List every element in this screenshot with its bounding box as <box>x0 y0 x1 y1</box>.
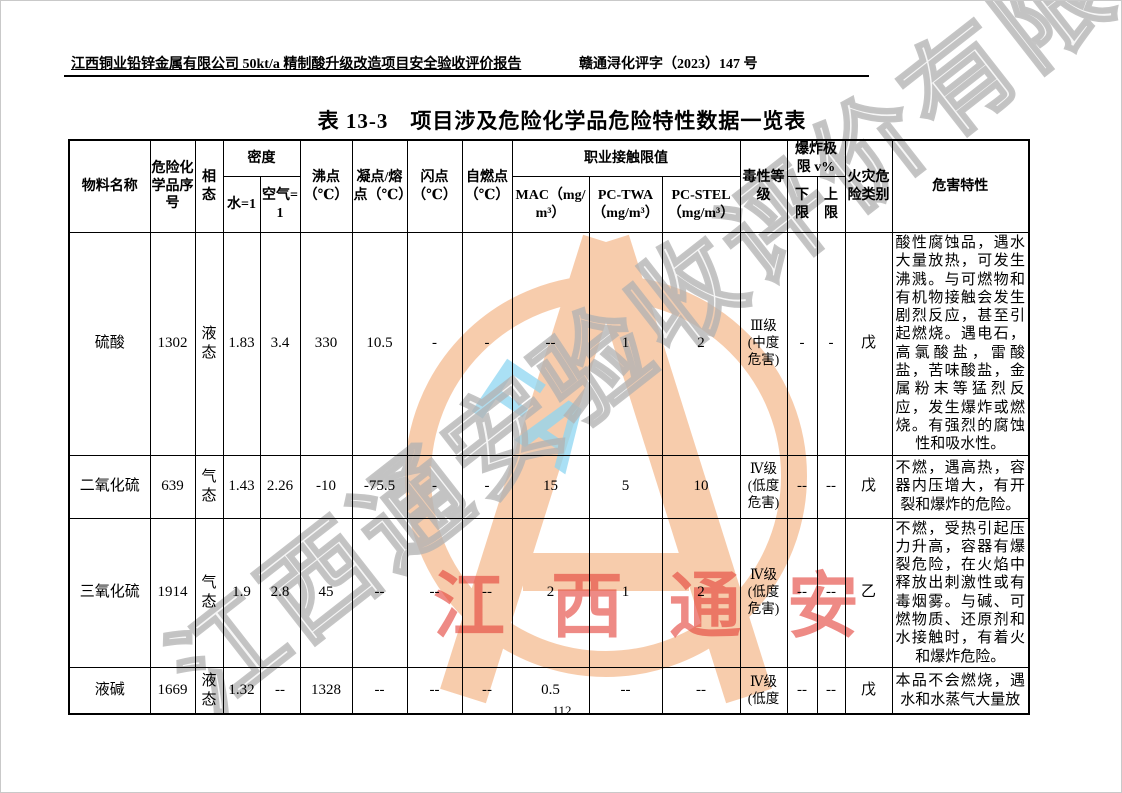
table-cell: 气态 <box>194 454 224 519</box>
table-cell: 戊 <box>844 232 893 456</box>
col-header-phase: 相态 <box>194 139 224 233</box>
page-header: 江西铜业铅锌金属有限公司 50kt/a 精制酸升级改造项目安全验收评价报告 赣通… <box>64 51 869 77</box>
table-cell: 戊 <box>844 666 893 715</box>
table-cell: - <box>461 232 513 456</box>
table-cell: -- <box>816 454 846 519</box>
table-cell: 1 <box>588 517 663 668</box>
col-header-material: 物料名称 <box>68 139 151 233</box>
table-cell: 10 <box>661 454 741 519</box>
table-cell: 液态 <box>194 232 224 456</box>
table-cell: 液碱 <box>68 666 151 715</box>
col-header-pc-stel: PC-STEL（mg/m³） <box>661 176 741 233</box>
table-cell: -- <box>511 232 590 456</box>
table-cell: 2 <box>661 517 741 668</box>
table-cell: - <box>406 232 463 456</box>
table-cell: - <box>406 454 463 519</box>
table-cell: 639 <box>149 454 196 519</box>
table-cell: 1302 <box>149 232 196 456</box>
table-cell: 2 <box>661 232 741 456</box>
table-cell: 1.83 <box>222 232 261 456</box>
col-header-boiling: 沸点（℃） <box>299 139 353 233</box>
table-cell: -- <box>461 517 513 668</box>
col-header-pc-twa: PC-TWA（mg/m³） <box>588 176 663 233</box>
col-header-density-group: 密度 <box>222 139 301 177</box>
table-cell: 1 <box>588 232 663 456</box>
table-cell: 10.5 <box>351 232 408 456</box>
col-header-density-air: 空气=1 <box>259 176 301 233</box>
table-cell: 45 <box>299 517 353 668</box>
table-cell: -- <box>351 517 408 668</box>
page-number: 112 <box>552 703 572 718</box>
col-header-density-water: 水=1 <box>222 176 261 233</box>
table-cell: -75.5 <box>351 454 408 519</box>
table-cell: -- <box>816 517 846 668</box>
hazard-characteristics-table: 物料名称 危险化学品序号 相态 密度 沸点（℃） 凝点/熔点（℃） 闪点（℃） … <box>68 139 1030 716</box>
table-cell: 不燃，受热引起压力升高，容器有爆裂危险，在火焰中释放出刺激性或有毒烟雾。与碱、可… <box>891 517 1030 668</box>
col-header-toxicity: 毒性等级 <box>739 139 788 233</box>
table-cell: 1.9 <box>222 517 261 668</box>
table-cell: 3.4 <box>259 232 301 456</box>
table-cell: 1.32 <box>222 666 261 715</box>
table-cell: - <box>786 232 818 456</box>
col-header-autoignition: 自燃点（℃） <box>461 139 513 233</box>
table-cell: 1914 <box>149 517 196 668</box>
table-cell: -10 <box>299 454 353 519</box>
table-cell: 330 <box>299 232 353 456</box>
col-header-hazard: 危害特性 <box>891 139 1030 233</box>
table-cell: 1328 <box>299 666 353 715</box>
table-cell: 5 <box>588 454 663 519</box>
col-header-freezing: 凝点/熔点（℃） <box>351 139 408 233</box>
table-row-sulfuric-acid: 硫酸 1302 液态 1.83 3.4 330 10.5 - - -- 1 2 … <box>68 232 1030 456</box>
col-header-flash: 闪点（℃） <box>406 139 463 233</box>
table-title: 表 13-3 项目涉及危险化学品危险特性数据一览表 <box>317 109 807 133</box>
table-cell: Ⅲ级(中度危害) <box>739 232 788 456</box>
table-cell: 液态 <box>194 666 224 715</box>
report-title-header: 江西铜业铅锌金属有限公司 50kt/a 精制酸升级改造项目安全验收评价报告 <box>71 57 522 72</box>
table-cell: Ⅳ级(低度危害) <box>739 454 788 519</box>
table-cell: 三氧化硫 <box>68 517 151 668</box>
table-cell: 乙 <box>844 517 893 668</box>
table-cell: 二氧化硫 <box>68 454 151 519</box>
document-number: 赣通浔化评字（2023）147 号 <box>579 57 758 72</box>
table-row-sulfur-dioxide: 二氧化硫 639 气态 1.43 2.26 -10 -75.5 - - 15 5… <box>68 454 1030 519</box>
col-header-lower-limit: 下限 <box>786 176 818 233</box>
col-header-chem-no: 危险化学品序号 <box>149 139 196 233</box>
table-cell: 戊 <box>844 454 893 519</box>
col-header-exposure-group: 职业接触限值 <box>511 139 741 177</box>
table-cell: -- <box>816 666 846 715</box>
table-cell: -- <box>786 454 818 519</box>
col-header-fire: 火灾危险类别 <box>844 139 893 233</box>
col-header-explosion-group: 爆炸极限 v% <box>786 139 846 177</box>
table-cell: 不燃，遇高热，容器内压增大，有开裂和爆炸的危险。 <box>891 454 1030 519</box>
table-cell: Ⅳ级(低度危害) <box>739 517 788 668</box>
table-row-sulfur-trioxide: 三氧化硫 1914 气态 1.9 2.8 45 -- -- -- 2 1 2 Ⅳ… <box>68 517 1030 668</box>
table-cell: 2 <box>511 517 590 668</box>
table-cell: 硫酸 <box>68 232 151 456</box>
table-cell: 本品不会燃烧，遇水和水蒸气大量放 <box>891 666 1030 715</box>
table-cell: - <box>461 454 513 519</box>
table-cell: 酸性腐蚀品，遇水大量放热，可发生沸溅。与可燃物和有机物接触会发生剧烈反应，甚至引… <box>891 232 1030 456</box>
col-header-upper-limit: 上限 <box>816 176 846 233</box>
table-cell: 1.43 <box>222 454 261 519</box>
table-cell: - <box>816 232 846 456</box>
table-cell: 15 <box>511 454 590 519</box>
table-cell: -- <box>406 517 463 668</box>
table-cell: 气态 <box>194 517 224 668</box>
table-cell: 2.8 <box>259 517 301 668</box>
table-cell: -- <box>786 517 818 668</box>
table-cell: -- <box>351 666 408 715</box>
table-cell: 2.26 <box>259 454 301 519</box>
col-header-mac: MAC（mg/m³） <box>511 176 590 233</box>
